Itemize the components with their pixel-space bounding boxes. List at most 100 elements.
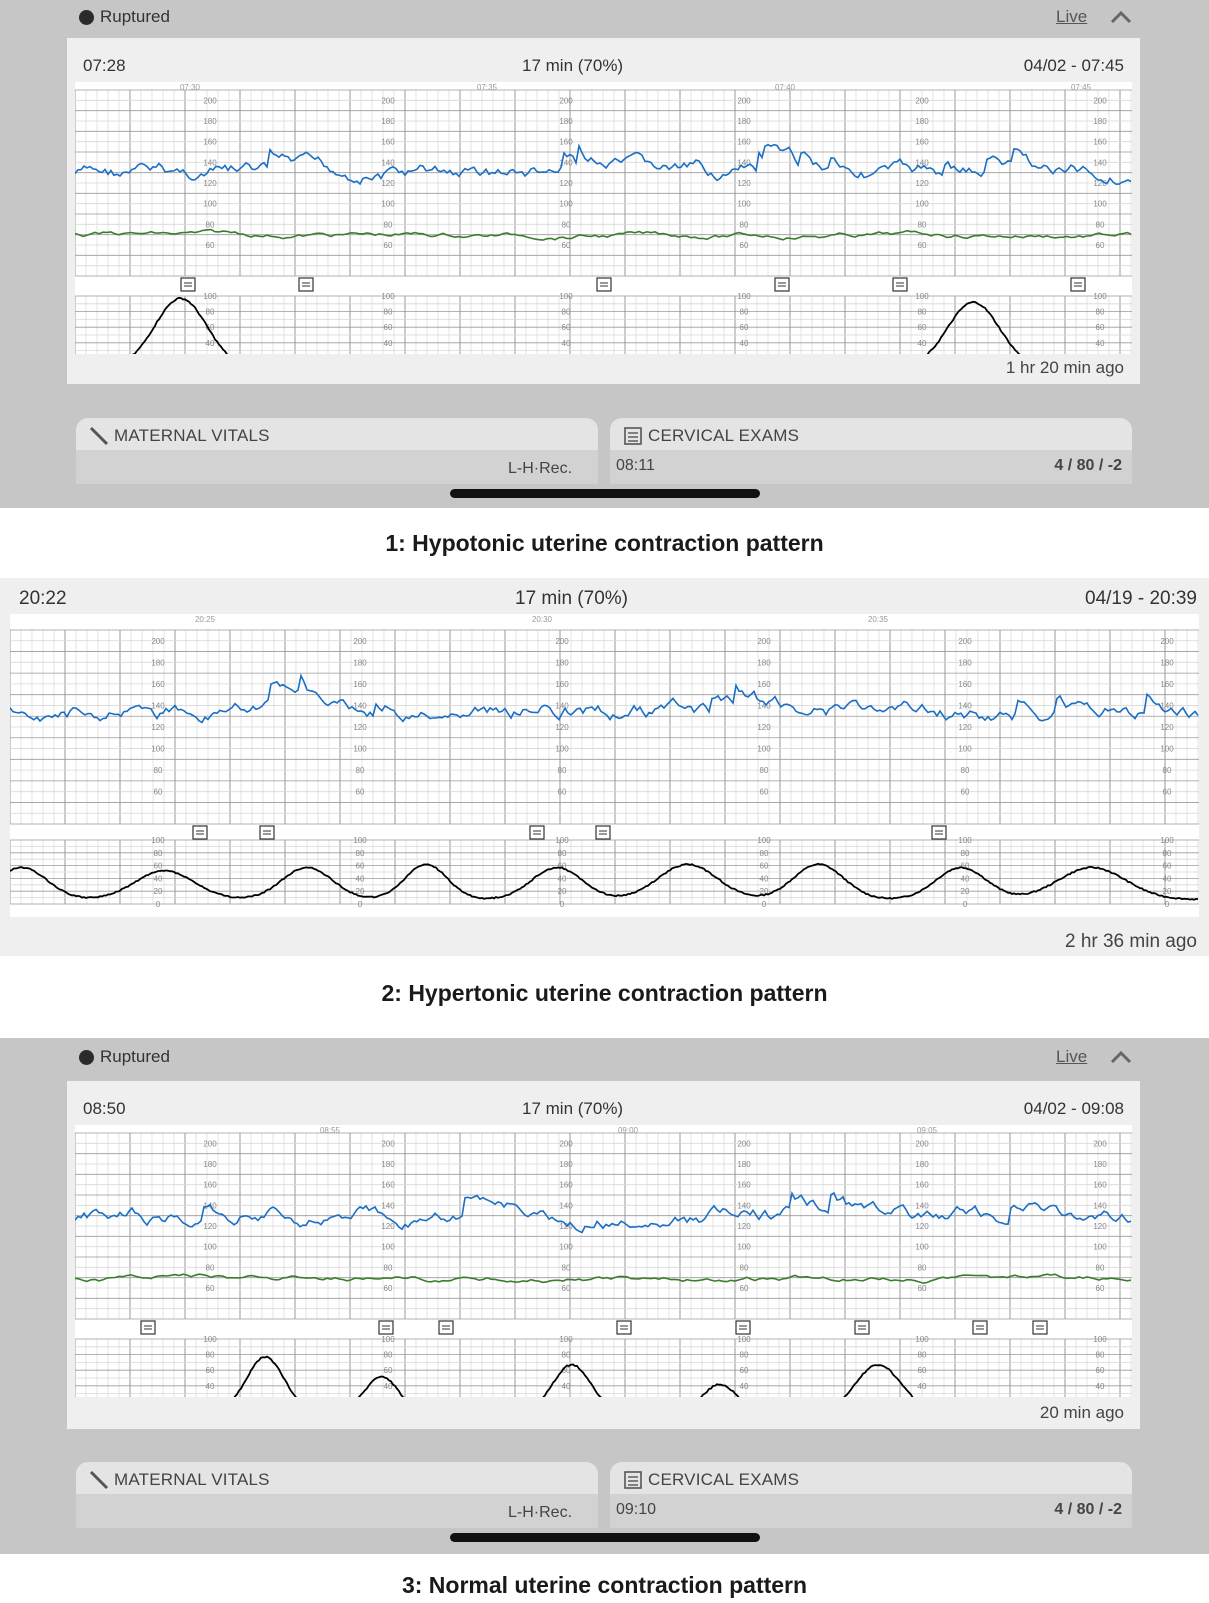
fhr-scale-label: 100	[381, 200, 395, 209]
uterine-contraction-trace	[10, 862, 1199, 901]
cervical-exam-value: 4 / 80 / -2	[1054, 457, 1122, 474]
toco-scale-label: 80	[384, 1351, 393, 1360]
fhr-scale-label: 140	[559, 158, 573, 167]
toco-scale-label: 60	[740, 1366, 749, 1375]
time-tick-label: 07:30	[180, 83, 201, 92]
toco-scale-label: 0	[1165, 900, 1170, 909]
fhr-scale-label: 100	[353, 745, 367, 754]
fhr-scale-label: 180	[737, 117, 751, 126]
time-tick-label: 09:00	[618, 1126, 639, 1135]
time-tick-label: 07:45	[1071, 83, 1092, 92]
toco-scale-label: 0	[963, 900, 968, 909]
fhr-scale-label: 180	[1093, 117, 1107, 126]
fhr-scale-label: 80	[154, 766, 163, 775]
note-icon	[854, 1320, 870, 1335]
membrane-status: Ruptured	[100, 7, 170, 26]
toco-scale-label: 80	[740, 1351, 749, 1360]
fhr-scale-label: 100	[915, 200, 929, 209]
fhr-scale-label: 60	[1096, 241, 1105, 250]
note-icon	[595, 825, 611, 840]
maternal-vitals-label: MATERNAL VITALS	[114, 426, 270, 445]
toco-scale-label: 60	[562, 1366, 571, 1375]
fhr-scale-label: 120	[1093, 179, 1107, 188]
toco-scale-label: 100	[737, 292, 751, 301]
toco-scale-label: 100	[737, 1335, 751, 1344]
live-link[interactable]: Live	[1056, 1047, 1088, 1066]
strip-window-duration: 17 min (70%)	[522, 1099, 624, 1118]
note-icon	[259, 825, 275, 840]
toco-scale-label: 80	[562, 308, 571, 317]
fhr-scale-label: 140	[1160, 701, 1174, 710]
fhr-scale-label: 180	[737, 1160, 751, 1169]
fhr-scale-label: 160	[958, 680, 972, 689]
fhr-scale-label: 160	[915, 138, 929, 147]
fhr-scale-label: 60	[740, 1284, 749, 1293]
toco-scale-label: 60	[760, 862, 769, 871]
toco-scale-label: 40	[1096, 1382, 1105, 1391]
live-link[interactable]: Live	[1056, 7, 1088, 26]
panel-3-status-bar: Ruptured Live	[0, 1040, 1209, 1076]
fhr-scale-label: 60	[558, 788, 567, 797]
membrane-status: Ruptured	[100, 1047, 170, 1066]
cervical-exams-tab[interactable]: CERVICAL EXAMS 08:11 4 / 80 / -2	[610, 418, 1132, 484]
toco-scale-label: 100	[381, 292, 395, 301]
panel-3-tabs: MATERNAL VITALS L-H·Rec. CERVICAL EXAMS …	[0, 1462, 1209, 1528]
note-icon	[596, 277, 612, 292]
fhr-scale-label: 120	[915, 1222, 929, 1231]
fhr-scale-label: 200	[559, 1139, 573, 1148]
strip-start-time: 08:50	[83, 1099, 126, 1118]
fhr-scale-label: 100	[757, 745, 771, 754]
fhr-scale-label: 80	[1096, 220, 1105, 229]
fetal-monitor-strip: 08:55 09:00 09:05 200 180 160 140 120 100 80 60 100…	[75, 1126, 1132, 1397]
panel-1-strip-card: 07:28 17 min (70%) 04/02 - 07:45 07:30 07…	[67, 38, 1140, 384]
cervical-exams-tab[interactable]: CERVICAL EXAMS 09:10 4 / 80 / -2	[610, 1462, 1132, 1528]
maternal-vitals-tab[interactable]: MATERNAL VITALS L-H·Rec.	[76, 1462, 598, 1528]
panel-1-status-bar: Ruptured Live	[0, 0, 1209, 36]
ruptured-status-icon	[79, 10, 94, 25]
panel-2-strip-card: 20:22 17 min (70%) 04/19 - 20:39 20:25 20…	[0, 578, 1209, 956]
toco-scale-label: 80	[918, 1351, 927, 1360]
toco-scale-label: 100	[203, 1335, 217, 1344]
fhr-scale-label: 80	[918, 220, 927, 229]
cervical-exams-label: CERVICAL EXAMS	[648, 1470, 800, 1489]
fhr-scale-label: 60	[154, 788, 163, 797]
caption-3: 3: Normal uterine contraction pattern	[401, 1572, 808, 1598]
fhr-scale-label: 60	[562, 1284, 571, 1293]
fhr-scale-label: 160	[203, 1181, 217, 1190]
strip-window-duration: 17 min (70%)	[522, 56, 624, 75]
toco-scale-label: 40	[206, 339, 215, 348]
fhr-scale-label: 100	[559, 1243, 573, 1252]
maternal-vitals-tab[interactable]: MATERNAL VITALS L-H·Rec.	[76, 418, 598, 484]
chevron-up-icon[interactable]	[1108, 8, 1134, 26]
fhr-scale-label: 160	[1093, 138, 1107, 147]
note-icon	[972, 1320, 988, 1335]
toco-scale-label: 40	[740, 339, 749, 348]
toco-scale-label: 20	[961, 887, 970, 896]
toco-scale-label: 80	[562, 1351, 571, 1360]
fhr-scale-label: 100	[1093, 200, 1107, 209]
toco-scale-label: 40	[356, 874, 365, 883]
toco-scale-label: 100	[353, 836, 367, 845]
fhr-scale-label: 100	[1160, 745, 1174, 754]
toco-scale-label: 40	[760, 874, 769, 883]
panel-3-strip[interactable]: 08:55 09:00 09:05 200 180 160 140 120 100 80 60 100…	[75, 1125, 1132, 1397]
strip-time-ago: 20 min ago	[1039, 1403, 1124, 1422]
fhr-scale-label: 60	[206, 241, 215, 250]
toco-scale-label: 80	[356, 849, 365, 858]
fhr-scale-label: 200	[151, 637, 165, 646]
panel-1-strip[interactable]: 07:30 07:35 07:40 07:45 200 180 160 140 120 100 80…	[75, 82, 1132, 354]
toco-scale-label: 20	[760, 887, 769, 896]
fhr-scale-label: 120	[1093, 1222, 1107, 1231]
fhr-scale-label: 120	[737, 1222, 751, 1231]
panel-2-strip[interactable]: 20:25 20:30 20:35 200 180 160 140 120 100 80 60 100…	[10, 614, 1199, 917]
chevron-up-icon[interactable]	[1108, 1048, 1134, 1066]
fhr-scale-label: 140	[915, 158, 929, 167]
cervical-exam-time: 09:10	[616, 1501, 657, 1518]
toco-scale-label: 100	[555, 836, 569, 845]
note-icon	[774, 277, 790, 292]
fhr-scale-label: 60	[1096, 1284, 1105, 1293]
fhr-scale-label: 180	[353, 658, 367, 667]
fhr-scale-label: 120	[737, 179, 751, 188]
toco-scale-label: 80	[558, 849, 567, 858]
fhr-scale-label: 160	[381, 138, 395, 147]
